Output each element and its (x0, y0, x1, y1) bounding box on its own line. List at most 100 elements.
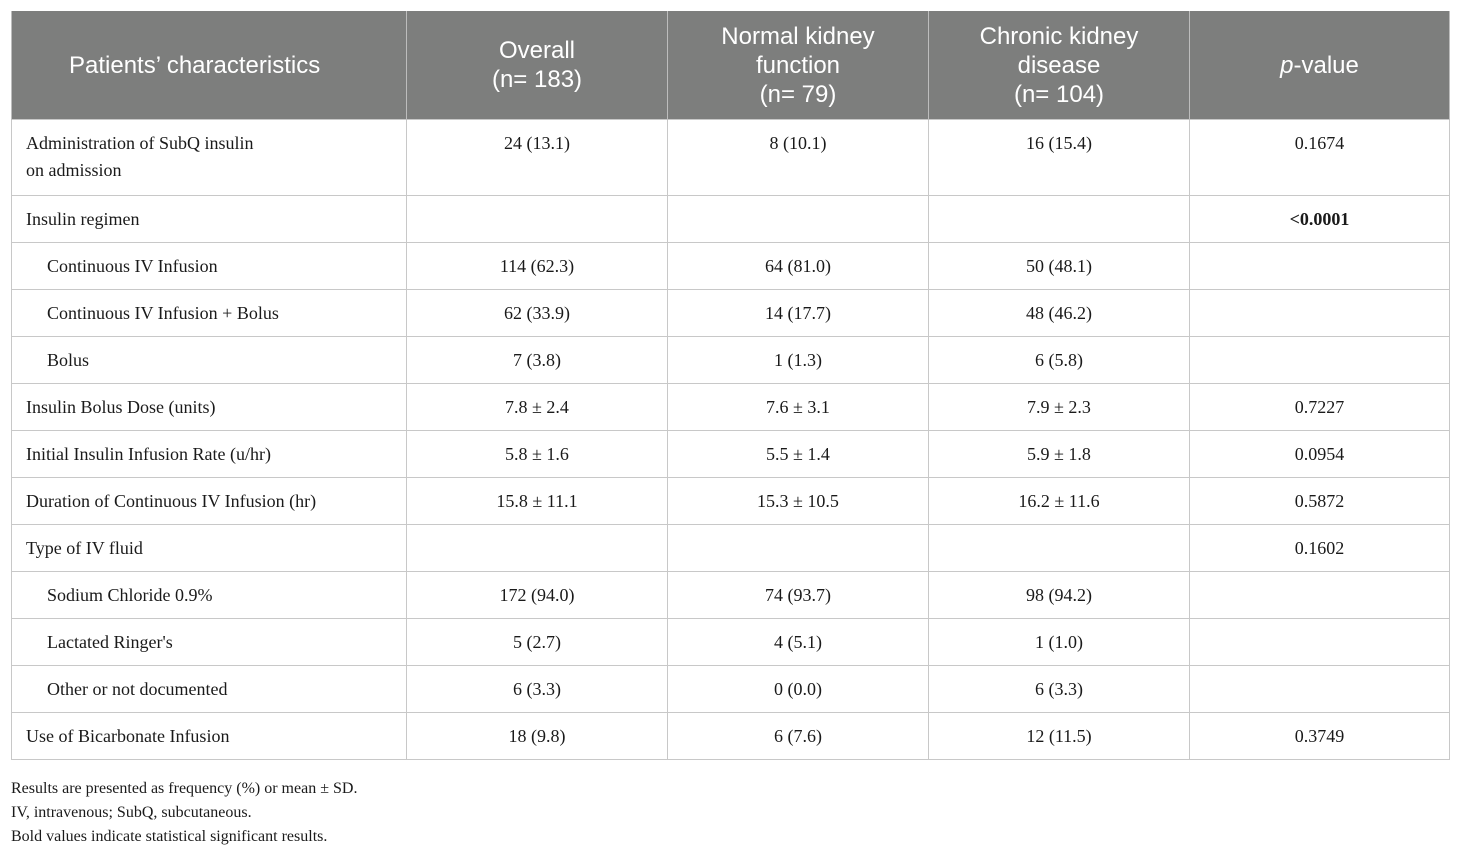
table-row: Other or not documented 6 (3.3) 0 (0.0) 6 (… (11, 665, 1450, 713)
cell-overall: 172 (94.0) (406, 571, 668, 619)
characteristics-table-container: Patients’ characteristics Overall (n= 18… (11, 11, 1450, 760)
row-label: Continuous IV Infusion + Bolus (11, 289, 407, 337)
row-label-line: Insulin Bolus Dose (units) (26, 396, 216, 417)
row-label: Insulin regimen (11, 195, 407, 243)
cell-ckd: 16.2 ± 11.6 (928, 477, 1190, 525)
table-header: Patients’ characteristics Overall (n= 18… (11, 11, 1450, 120)
row-label: Type of IV fluid (11, 524, 407, 572)
cell-p-value: 0.3749 (1189, 712, 1450, 760)
row-label-line: Sodium Chloride 0.9% (47, 584, 213, 605)
row-label-line: Insulin regimen (26, 208, 140, 229)
footnote-line: IV, intravenous; SubQ, subcutaneous. (11, 804, 252, 821)
cell-normal-kidney: 1 (1.3) (667, 336, 929, 384)
table-row: Type of IV fluid 0.1602 (11, 524, 1450, 572)
cell-p-value: <0.0001 (1189, 195, 1450, 243)
header-normal-kidney-line-3: (n= 79) (759, 80, 837, 108)
cell-overall: 18 (9.8) (406, 712, 668, 760)
row-label-line: on admission (26, 160, 122, 180)
header-characteristics-label: Patients’ characteristics (69, 51, 321, 79)
table-row: Duration of Continuous IV Infusion (hr) 1… (11, 477, 1450, 525)
cell-normal-kidney: 6 (7.6) (667, 712, 929, 760)
header-normal-kidney-line-1: Normal kidney (721, 22, 875, 50)
cell-ckd: 1 (1.0) (928, 618, 1190, 666)
cell-ckd: 12 (11.5) (928, 712, 1190, 760)
header-overall-line-2: (n= 183) (491, 66, 583, 93)
header-overall-line-1: Overall (498, 37, 576, 64)
cell-p-value (1189, 336, 1450, 384)
row-label-line: Duration of Continuous IV Infusion (hr) (26, 490, 317, 511)
cell-ckd: 5.9 ± 1.8 (928, 430, 1190, 478)
cell-p-value (1189, 242, 1450, 290)
header-normal-kidney-line-2: function (755, 51, 841, 79)
table-row: Use of Bicarbonate Infusion 18 (9.8) 6 (7.… (11, 712, 1450, 760)
cell-p-value (1189, 618, 1450, 666)
cell-normal-kidney: 64 (81.0) (667, 242, 929, 290)
cell-ckd (928, 195, 1190, 243)
row-label-line: Bolus (47, 349, 90, 370)
cell-overall: 24 (13.1) (406, 119, 668, 196)
row-label: Initial Insulin Infusion Rate (u/hr) (11, 430, 407, 478)
row-label: Bolus (11, 336, 407, 384)
row-label-line: Continuous IV Infusion + Bolus (47, 302, 279, 323)
header-overall: Overall (n= 183) (406, 11, 668, 120)
table-row: Initial Insulin Infusion Rate (u/hr) 5.8 … (11, 430, 1450, 478)
header-p-value: p-value (1189, 11, 1450, 120)
header-ckd-line-1: Chronic kidney (979, 22, 1139, 50)
row-label-line: Lactated Ringer's (47, 631, 173, 652)
table-row: Administration of SubQ insulin on admissi… (11, 119, 1450, 196)
cell-overall (406, 524, 668, 572)
cell-normal-kidney: 5.5 ± 1.4 (667, 430, 929, 478)
cell-normal-kidney (667, 524, 929, 572)
cell-p-value: 0.0954 (1189, 430, 1450, 478)
cell-overall: 6 (3.3) (406, 665, 668, 713)
cell-overall: 62 (33.9) (406, 289, 668, 337)
table-body: Administration of SubQ insulin on admissi… (11, 119, 1450, 760)
cell-overall: 5.8 ± 1.6 (406, 430, 668, 478)
cell-normal-kidney: 15.3 ± 10.5 (667, 477, 929, 525)
table-row: Insulin Bolus Dose (units) 7.8 ± 2.4 7.6 ±… (11, 383, 1450, 431)
row-label-line: Initial Insulin Infusion Rate (u/hr) (26, 443, 271, 464)
table-row: Sodium Chloride 0.9% 172 (94.0) 74 (93.7) 9… (11, 571, 1450, 619)
table-row: Continuous IV Infusion + Bolus 62 (33.9) 1… (11, 289, 1450, 337)
row-label: Duration of Continuous IV Infusion (hr) (11, 477, 407, 525)
cell-overall: 15.8 ± 11.1 (406, 477, 668, 525)
cell-overall (406, 195, 668, 243)
row-label: Insulin Bolus Dose (units) (11, 383, 407, 431)
row-label: Lactated Ringer's (11, 618, 407, 666)
cell-overall: 114 (62.3) (406, 242, 668, 290)
table-row: Continuous IV Infusion 114 (62.3) 64 (81.0… (11, 242, 1450, 290)
cell-p-value: 0.5872 (1189, 477, 1450, 525)
row-label-line: Other or not documented (47, 678, 228, 699)
table-row: Insulin regimen <0.0001 (11, 195, 1450, 243)
cell-normal-kidney (667, 195, 929, 243)
cell-ckd: 98 (94.2) (928, 571, 1190, 619)
footnote-line: Results are presented as frequency (%) o… (11, 780, 358, 797)
header-p-rest: -value (1293, 51, 1359, 79)
cell-p-value (1189, 289, 1450, 337)
header-ckd-line-3: (n= 104) (1013, 80, 1105, 108)
footnote-line: Bold values indicate statistical signifi… (11, 828, 328, 845)
row-label: Use of Bicarbonate Infusion (11, 712, 407, 760)
table-footnotes: Results are presented as frequency (%) o… (11, 777, 357, 849)
cell-ckd: 6 (5.8) (928, 336, 1190, 384)
cell-normal-kidney: 0 (0.0) (667, 665, 929, 713)
cell-normal-kidney: 14 (17.7) (667, 289, 929, 337)
header-ckd-line-2: disease (1017, 51, 1101, 79)
row-label: Administration of SubQ insulin on admissi… (11, 119, 407, 196)
cell-ckd: 48 (46.2) (928, 289, 1190, 337)
cell-normal-kidney: 7.6 ± 3.1 (667, 383, 929, 431)
cell-normal-kidney: 4 (5.1) (667, 618, 929, 666)
table-row: Bolus 7 (3.8) 1 (1.3) 6 (5.8) (11, 336, 1450, 384)
cell-ckd: 50 (48.1) (928, 242, 1190, 290)
cell-ckd: 6 (3.3) (928, 665, 1190, 713)
header-ckd: Chronic kidney disease (n= 104) (928, 11, 1190, 120)
row-label: Sodium Chloride 0.9% (11, 571, 407, 619)
header-normal-kidney: Normal kidney function (n= 79) (667, 11, 929, 120)
header-p-italic: p (1280, 51, 1294, 79)
cell-overall: 7.8 ± 2.4 (406, 383, 668, 431)
cell-ckd: 16 (15.4) (928, 119, 1190, 196)
cell-p-value: 0.7227 (1189, 383, 1450, 431)
cell-normal-kidney: 74 (93.7) (667, 571, 929, 619)
cell-p-value (1189, 665, 1450, 713)
row-label: Continuous IV Infusion (11, 242, 407, 290)
